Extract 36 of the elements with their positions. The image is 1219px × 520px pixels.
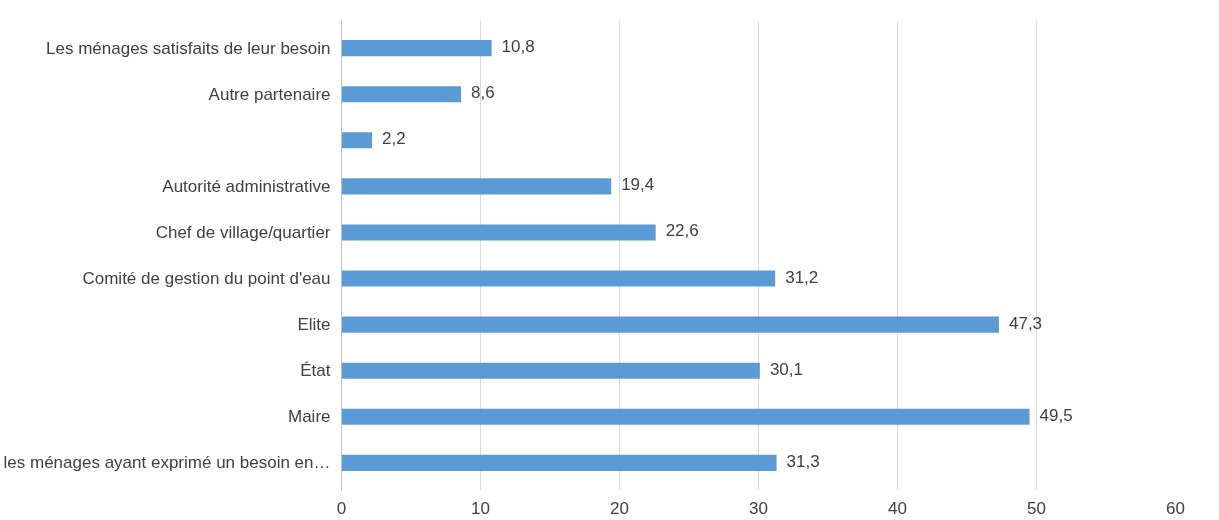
y-tick-label: les ménages ayant exprimé un besoin en… — [3, 453, 331, 473]
y-tick-label: Elite — [297, 315, 331, 335]
data-label: 49,5 — [1039, 405, 1073, 425]
bar — [341, 224, 656, 241]
data-label: 22,6 — [665, 221, 699, 241]
x-tick-label: 0 — [336, 498, 347, 518]
y-tick-label: Comité de gestion du point d'eau — [82, 269, 331, 289]
data-label: 19,4 — [621, 175, 655, 195]
bar — [341, 86, 462, 103]
y-tick-label: Autre partenaire — [208, 84, 331, 104]
data-label: 31,2 — [785, 267, 819, 287]
data-label: 8,6 — [471, 83, 495, 103]
data-label: 10,8 — [501, 37, 535, 57]
data-label: 31,3 — [786, 451, 820, 471]
y-tick-label: Chef de village/quartier — [155, 222, 331, 242]
y-tick-label: Maire — [287, 407, 331, 427]
bar — [341, 362, 760, 379]
x-tick-label: 50 — [1027, 498, 1046, 518]
x-tick-label: 10 — [471, 498, 490, 518]
bar — [341, 454, 777, 471]
data-label: 30,1 — [769, 359, 803, 379]
bar — [341, 408, 1030, 425]
bar — [341, 132, 373, 149]
bar — [341, 178, 612, 195]
x-tick-label: 60 — [1166, 498, 1185, 518]
bar — [341, 316, 999, 333]
data-label: 47,3 — [1008, 313, 1043, 333]
x-tick-label: 40 — [888, 498, 907, 518]
y-tick-label: Autorité administrative — [162, 176, 331, 196]
y-tick-label: État — [300, 361, 331, 381]
x-tick-label: 20 — [610, 498, 629, 518]
bar — [341, 40, 492, 57]
bar — [341, 270, 776, 287]
x-tick-label: 30 — [749, 498, 768, 518]
y-tick-label: Les ménages satisfaits de leur besoin — [46, 38, 331, 58]
data-label: 2,2 — [382, 129, 406, 149]
